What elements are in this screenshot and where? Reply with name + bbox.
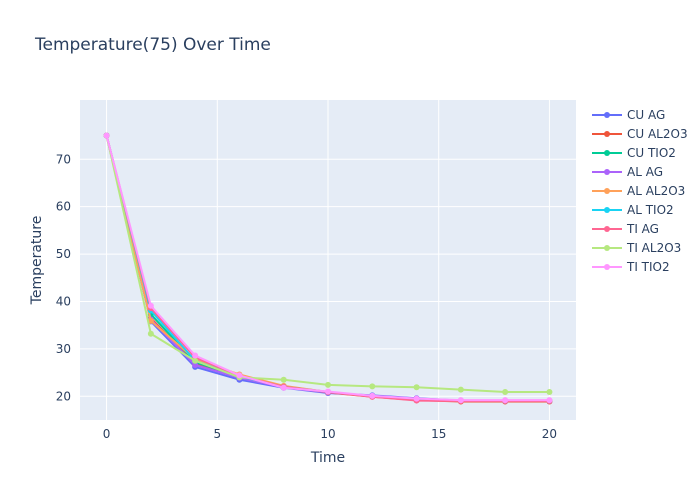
data-point	[413, 395, 420, 402]
legend-item[interactable]: TI TIO2	[592, 260, 670, 274]
legend[interactable]: CU AG CU AL2O3 CU TIO2 AL AG AL AL2O3 AL TIO2…	[592, 108, 688, 274]
x-tick-label: 20	[542, 427, 557, 441]
legend-item[interactable]: CU TIO2	[592, 146, 676, 160]
x-axis-title: Time	[310, 450, 345, 466]
series-layer	[103, 132, 553, 405]
y-tick-label: 60	[56, 200, 71, 214]
data-point	[457, 386, 464, 393]
y-tick-label: 50	[56, 247, 71, 261]
legend-label: CU AL2O3	[627, 127, 688, 141]
data-point	[192, 357, 199, 364]
data-point	[147, 330, 154, 337]
y-tick-label: 70	[56, 152, 71, 166]
legend-swatch-marker	[604, 169, 610, 175]
legend-item[interactable]: AL AL2O3	[592, 184, 685, 198]
legend-swatch-marker	[604, 188, 610, 194]
y-tick-label: 20	[56, 389, 71, 403]
legend-label: AL AG	[627, 165, 663, 179]
legend-label: CU AG	[627, 108, 665, 122]
data-point	[192, 352, 199, 359]
data-point	[147, 302, 154, 309]
data-point	[103, 132, 110, 139]
legend-swatch-marker	[604, 150, 610, 156]
series-ti-tio2	[103, 132, 553, 404]
legend-item[interactable]: CU AG	[592, 108, 665, 122]
legend-label: TI AG	[626, 222, 659, 236]
data-point	[502, 389, 509, 396]
data-point	[546, 397, 553, 404]
x-tick-label: 10	[320, 427, 335, 441]
x-tick-label: 15	[431, 427, 446, 441]
legend-label: TI AL2O3	[626, 241, 681, 255]
data-point	[280, 376, 287, 383]
data-point	[369, 392, 376, 399]
chart-title: Temperature(75) Over Time	[34, 35, 271, 55]
y-tick-label: 40	[56, 294, 71, 308]
data-point	[546, 389, 553, 396]
legend-item[interactable]: AL TIO2	[592, 203, 674, 217]
x-tick-label: 5	[213, 427, 221, 441]
data-point	[325, 381, 331, 388]
legend-label: CU TIO2	[627, 146, 676, 160]
axis-tick-labels: 0 5 10 15 20 20 30 40 50 60 70	[56, 152, 557, 441]
x-tick-label: 0	[103, 427, 111, 441]
legend-item[interactable]: TI AL2O3	[592, 241, 681, 255]
y-axis-title: Temperature	[29, 216, 45, 306]
data-point	[369, 383, 376, 390]
legend-item[interactable]: TI AG	[592, 222, 659, 236]
y-tick-label: 30	[56, 342, 71, 356]
legend-swatch-marker	[604, 112, 610, 118]
legend-item[interactable]: AL AG	[592, 165, 663, 179]
legend-label: AL TIO2	[627, 203, 674, 217]
legend-swatch-marker	[604, 207, 610, 213]
legend-swatch-marker	[604, 131, 610, 137]
data-point	[280, 384, 287, 391]
data-point	[192, 362, 199, 369]
data-point	[147, 317, 154, 324]
data-point	[325, 388, 331, 395]
data-point	[236, 372, 243, 379]
legend-label: AL AL2O3	[627, 184, 685, 198]
data-point	[502, 397, 509, 404]
legend-label: TI TIO2	[626, 260, 670, 274]
data-point	[413, 384, 420, 391]
legend-item[interactable]: CU AL2O3	[592, 127, 688, 141]
legend-swatch-marker	[604, 264, 610, 270]
legend-swatch-marker	[604, 226, 610, 232]
legend-swatch-marker	[604, 245, 610, 251]
grid-lines	[80, 100, 576, 420]
data-point	[457, 397, 464, 404]
